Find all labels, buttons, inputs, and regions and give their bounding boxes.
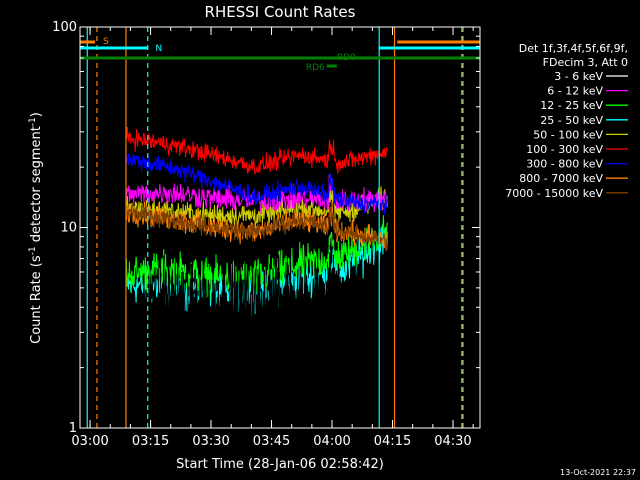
y-tick-label: 10 [60,221,77,236]
legend-entry-label: 3 - 6 keV [554,70,603,83]
series-trace [125,204,388,252]
legend-header-line1: Det 1f,3f,4f,5f,6f,9f, [519,42,628,55]
series-trace [125,234,388,390]
chart-title: RHESSI Count Rates [205,3,356,21]
y-tick-label: 100 [52,20,77,35]
y-axis-label-sup2: -1 [28,117,38,126]
legend-entry-label: 50 - 100 keV [533,128,603,141]
legend-entry-label: 7000 - 15000 keV [505,187,603,200]
y-axis-ticks: 1 10 100 [52,20,480,436]
y-axis-label-mid: detector segment [29,126,44,246]
x-axis-label: Start Time (28-Jan-06 02:58:42) [176,457,384,472]
legend: Det 1f,3f,4f,5f,6f,9f, FDecim 3, Att 0 3… [505,42,628,200]
legend-entry-label: 25 - 50 keV [540,114,603,127]
legend-entry-label: 800 - 7000 keV [519,172,603,185]
footer-timestamp: 13-Oct-2021 22:37 [560,468,636,477]
series-trace [125,153,388,215]
x-tick-label: 03:30 [192,434,229,449]
y-axis-label-sup1: -1 [28,246,38,255]
legend-entry-label: 300 - 800 keV [526,158,603,171]
y-axis-label-main: Count Rate (s [29,255,44,344]
rd0-label: RD0 [337,53,356,63]
y-axis-label-end: ) [29,112,44,117]
rd6-label: RD6 [306,63,325,73]
y-axis-label: Count Rate (s-1 detector segment-1) [28,112,44,344]
legend-entry-label: 12 - 25 keV [540,99,603,112]
x-tick-label: 04:00 [313,434,350,449]
x-tick-label: 03:15 [132,434,169,449]
legend-entry-label: 100 - 300 keV [526,143,603,156]
x-tick-label: 04:15 [374,434,411,449]
x-tick-label: 03:45 [253,434,290,449]
x-axis-ticks: 03:00 03:15 03:30 03:45 04:00 04:15 04:30 [71,27,474,449]
legend-entry-label: 6 - 12 keV [547,85,603,98]
x-tick-label: 04:30 [434,434,471,449]
s-label: S [103,37,109,47]
data-traces [125,126,388,390]
series-trace [125,126,388,175]
x-tick-label: 03:00 [71,434,108,449]
n-label: N [155,44,162,54]
series-trace [125,183,388,228]
y-tick-label: 1 [69,421,77,436]
legend-header-line2: FDecim 3, Att 0 [543,56,628,69]
